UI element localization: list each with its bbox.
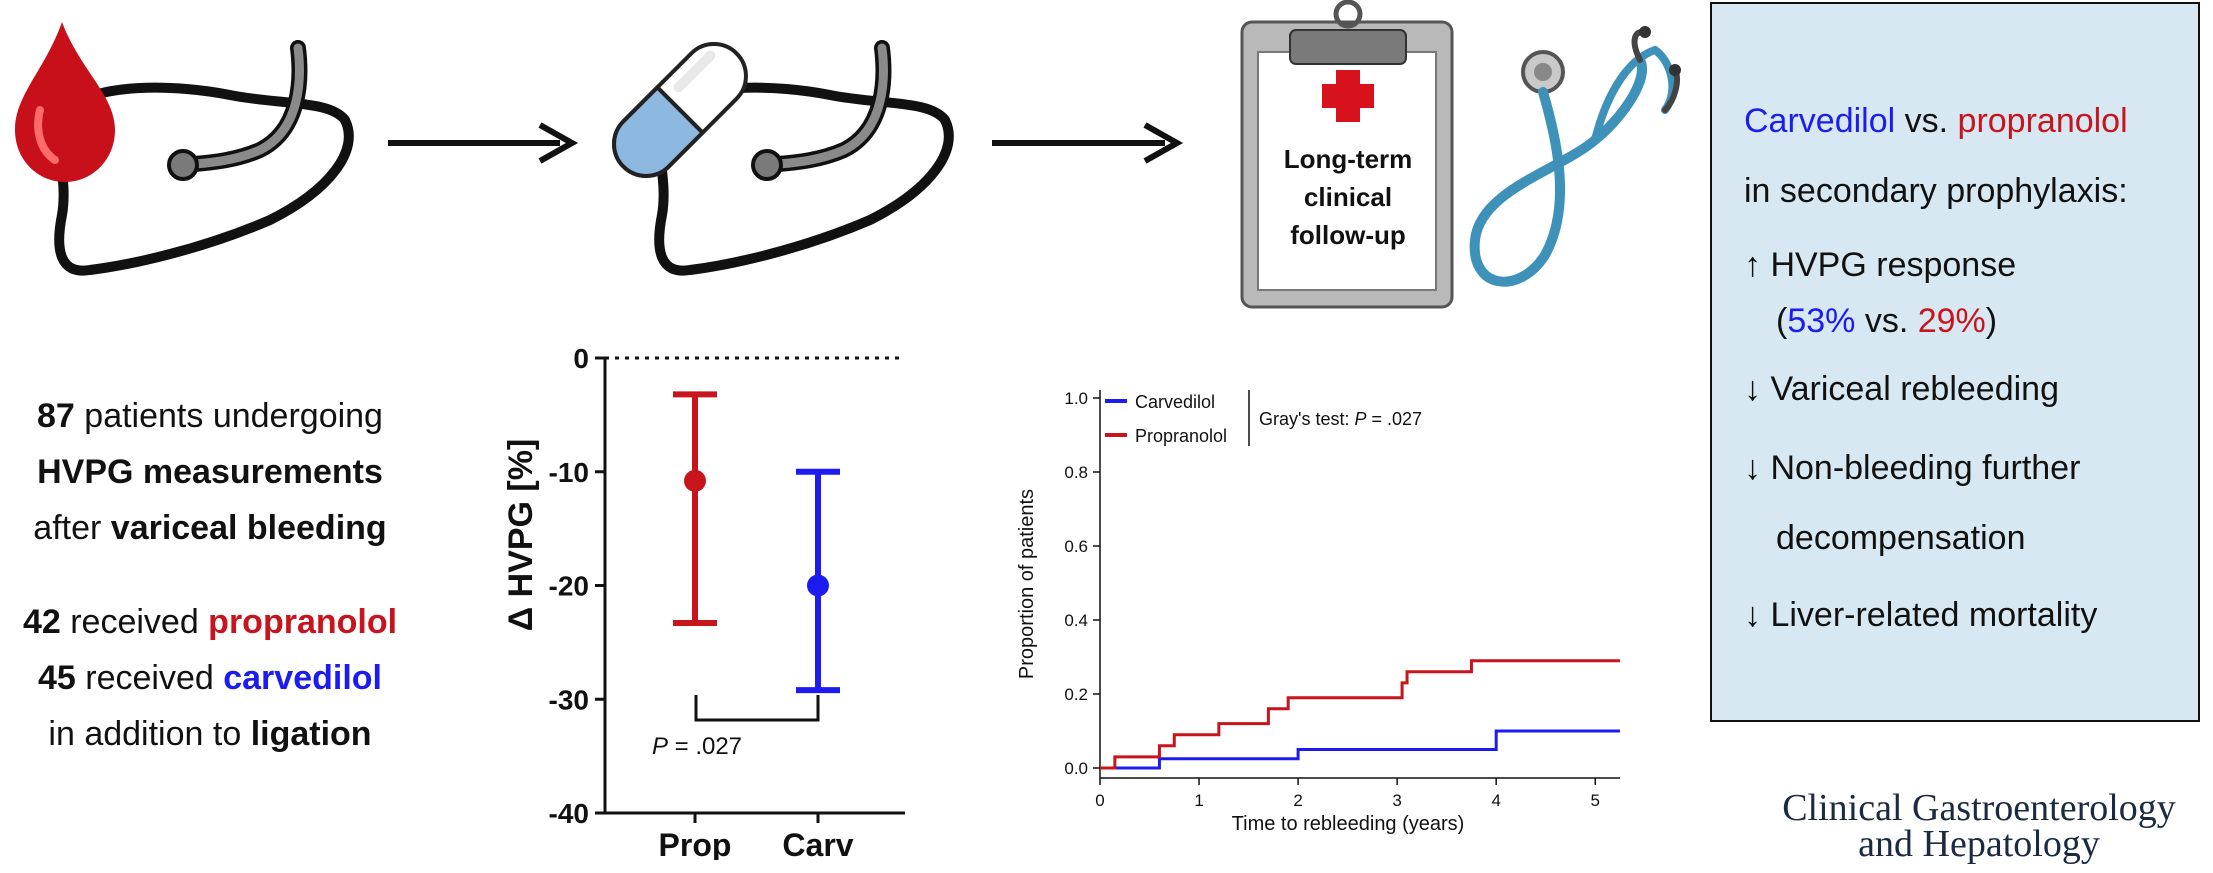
carvedilol-label: Carvedilol xyxy=(1744,102,1896,140)
propranolol-label: propranolol xyxy=(1957,102,2128,140)
series-propranolol-line xyxy=(1100,659,1620,770)
legend-propranolol: Propranolol xyxy=(1135,426,1227,446)
box-line: decompensation xyxy=(1776,519,2026,557)
liver-icon xyxy=(653,40,954,276)
y-axis-label: Proportion of patients xyxy=(1016,489,1038,679)
summary-text: in addition to xyxy=(48,715,251,753)
study-summary: 87 patients undergoing HVPG measurements… xyxy=(0,388,420,762)
summary-text: after xyxy=(33,509,111,547)
propranolol-response: 29% xyxy=(1917,302,1986,340)
chart-legend: Carvedilol Propranolol Gray's test: P = … xyxy=(1105,390,1422,446)
summary-text: HVPG measurements xyxy=(37,453,383,491)
liver-icon xyxy=(53,40,354,276)
clipboard-label: Long-term clinical follow-up xyxy=(1268,140,1428,254)
y-tick-label: 0.0 xyxy=(1064,759,1088,778)
box-line: ↓ Liver-related mortality xyxy=(1744,596,2098,634)
summary-text: received xyxy=(75,659,224,697)
journal-name-line: and Hepatology xyxy=(1858,823,2100,865)
x-tick-label: 5 xyxy=(1591,791,1600,810)
x-tick-label: 0 xyxy=(1095,791,1104,810)
box-line: Carvedilol vs. propranolol xyxy=(1744,102,2128,141)
mean-point xyxy=(807,574,829,597)
clipboard-label-line: follow-up xyxy=(1290,220,1406,250)
significance-bracket xyxy=(694,695,820,722)
stethoscope-icon xyxy=(1469,26,1681,287)
clipboard-icon xyxy=(1240,0,1454,309)
series-carvedilol-line xyxy=(1100,729,1620,770)
y-tick-label: 1.0 xyxy=(1064,389,1088,408)
x-tick-label: 1 xyxy=(1194,791,1203,810)
y-axis-label: Δ HVPG [%] xyxy=(502,439,540,632)
grays-test-annotation: Gray's test: P = .027 xyxy=(1259,409,1422,429)
arrow-icon xyxy=(992,122,1184,164)
journal-name-line: Clinical Gastroenterology xyxy=(1782,787,2176,829)
test-label: Gray's test: xyxy=(1259,409,1354,429)
y-tick-label: -40 xyxy=(549,798,589,829)
category-label: Prop xyxy=(659,827,732,860)
box-text: vs. xyxy=(1895,102,1958,140)
patient-count: 87 xyxy=(37,397,75,435)
top-illustrations xyxy=(15,0,1681,309)
x-axis-label: Time to rebleeding (years) xyxy=(1232,813,1465,835)
box-text: ) xyxy=(1985,302,1998,340)
clipboard-label-line: clinical xyxy=(1303,182,1393,212)
y-tick-label: -20 xyxy=(549,571,589,602)
results-box: Carvedilol vs. propranolol in secondary … xyxy=(1710,2,2200,722)
propranolol-label: propranolol xyxy=(208,603,398,641)
summary-text: received xyxy=(60,603,209,641)
propranolol-count: 42 xyxy=(22,603,61,641)
box-line: ↑ HVPG response xyxy=(1744,246,2017,284)
hvpg-change-chart: 0 -10 -20 -30 -40 Prop Carv Δ HVPG [%] P = .02… xyxy=(502,343,905,860)
carvedilol-response: 53% xyxy=(1787,302,1856,340)
blood-drop-icon xyxy=(15,22,115,182)
box-text: ( xyxy=(1776,302,1788,340)
rebleeding-curve-chart: 0.0 0.2 0.4 0.6 0.8 1.0 0 1 2 3 4 5 Proportion of p… xyxy=(1016,389,1620,835)
y-tick-label: 0.6 xyxy=(1064,537,1088,556)
y-tick-label: 0.8 xyxy=(1064,463,1088,482)
journal-logo: Clinical Gastroenterology and Hepatology xyxy=(1745,787,2213,865)
p-value-annotation: P = .027 xyxy=(652,733,742,760)
box-text: vs. xyxy=(1855,302,1918,340)
summary-text: variceal bleeding xyxy=(110,509,387,547)
summary-text: patients undergoing xyxy=(74,397,383,435)
carvedilol-label: carvedilol xyxy=(223,659,382,697)
clipboard-label-line: Long-term xyxy=(1283,144,1413,174)
p-value: = .027 xyxy=(668,733,742,760)
y-tick-label: 0.4 xyxy=(1064,611,1088,630)
summary-text: ligation xyxy=(250,715,372,753)
arrow-icon xyxy=(388,122,579,164)
p-value: = .027 xyxy=(1366,409,1422,429)
box-line: ↓ Variceal rebleeding xyxy=(1744,370,2059,408)
p-symbol: P xyxy=(1354,409,1366,429)
x-tick-label: 4 xyxy=(1491,791,1500,810)
mean-point xyxy=(684,469,706,492)
x-tick-label: 2 xyxy=(1293,791,1302,810)
carvedilol-count: 45 xyxy=(38,659,76,697)
y-tick-label: 0.2 xyxy=(1064,685,1088,704)
legend-carvedilol: Carvedilol xyxy=(1135,392,1215,412)
y-tick-label: -30 xyxy=(549,684,589,715)
box-line: (53% vs. 29%) xyxy=(1776,302,1997,341)
category-label: Carv xyxy=(782,827,853,860)
pill-capsule-icon xyxy=(612,42,748,178)
y-tick-label: -10 xyxy=(549,457,589,488)
x-tick-label: 3 xyxy=(1392,791,1401,810)
p-symbol: P xyxy=(652,733,668,760)
box-line: in secondary prophylaxis: xyxy=(1744,172,2128,210)
box-line: ↓ Non-bleeding further xyxy=(1744,449,2081,487)
y-tick-label: 0 xyxy=(573,343,589,374)
